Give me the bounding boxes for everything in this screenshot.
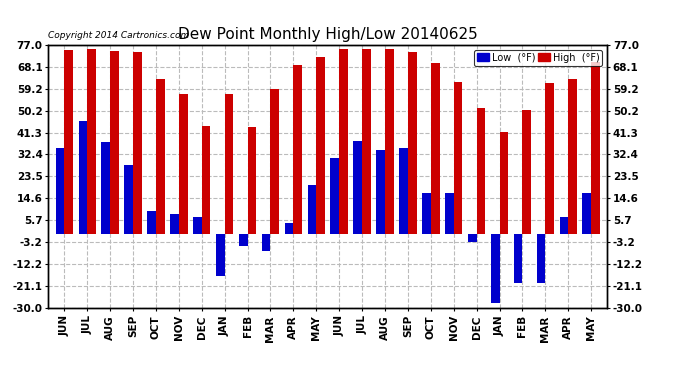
- Bar: [454, 82, 462, 234]
- Bar: [308, 185, 316, 234]
- Title: Dew Point Monthly High/Low 20140625: Dew Point Monthly High/Low 20140625: [178, 27, 477, 42]
- Bar: [56, 148, 64, 234]
- Bar: [408, 53, 417, 234]
- Bar: [156, 80, 165, 234]
- Bar: [385, 49, 394, 234]
- Bar: [582, 194, 591, 234]
- Bar: [270, 89, 279, 234]
- Bar: [591, 62, 600, 234]
- Bar: [225, 94, 233, 234]
- Bar: [79, 121, 87, 234]
- Bar: [500, 132, 509, 234]
- Bar: [170, 214, 179, 234]
- Bar: [262, 234, 270, 251]
- Bar: [339, 49, 348, 234]
- Bar: [537, 234, 545, 283]
- Bar: [522, 110, 531, 234]
- Bar: [133, 53, 141, 234]
- Bar: [87, 49, 96, 234]
- Bar: [491, 234, 500, 303]
- Bar: [477, 108, 485, 234]
- Bar: [201, 126, 210, 234]
- Text: Copyright 2014 Cartronics.com: Copyright 2014 Cartronics.com: [48, 31, 190, 40]
- Bar: [248, 127, 256, 234]
- Bar: [422, 194, 431, 234]
- Bar: [216, 234, 225, 276]
- Bar: [362, 49, 371, 234]
- Bar: [101, 142, 110, 234]
- Bar: [193, 217, 201, 234]
- Bar: [545, 83, 554, 234]
- Bar: [124, 165, 133, 234]
- Bar: [560, 217, 569, 234]
- Bar: [468, 234, 477, 243]
- Bar: [293, 64, 302, 234]
- Bar: [147, 211, 156, 234]
- Bar: [285, 223, 293, 234]
- Bar: [376, 150, 385, 234]
- Bar: [431, 63, 440, 234]
- Legend: Low  (°F), High  (°F): Low (°F), High (°F): [474, 50, 602, 66]
- Bar: [179, 94, 188, 234]
- Bar: [569, 80, 577, 234]
- Bar: [514, 234, 522, 283]
- Bar: [353, 141, 362, 234]
- Bar: [331, 158, 339, 234]
- Bar: [445, 194, 454, 234]
- Bar: [316, 57, 325, 234]
- Bar: [239, 234, 248, 246]
- Bar: [110, 51, 119, 234]
- Bar: [64, 50, 73, 234]
- Bar: [400, 148, 408, 234]
